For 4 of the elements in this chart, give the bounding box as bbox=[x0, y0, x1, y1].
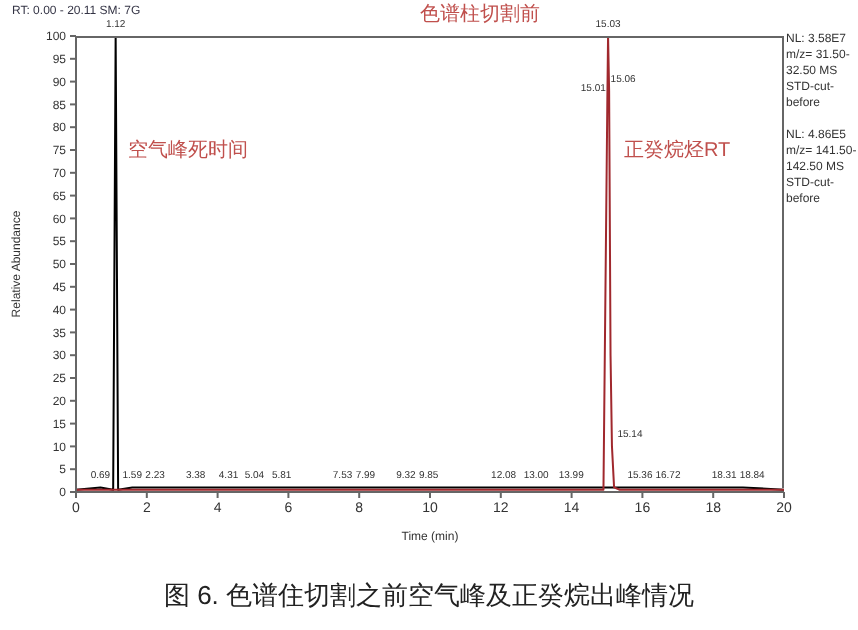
annotation: 正癸烷烃RT bbox=[624, 137, 733, 164]
caption: 图 6. 色谱住切割之前空气峰及正癸烷出峰情况 bbox=[161, 578, 697, 614]
annotation: 空气峰死时间 bbox=[128, 137, 250, 164]
chart-title: 色谱柱切割前 bbox=[420, 4, 540, 26]
